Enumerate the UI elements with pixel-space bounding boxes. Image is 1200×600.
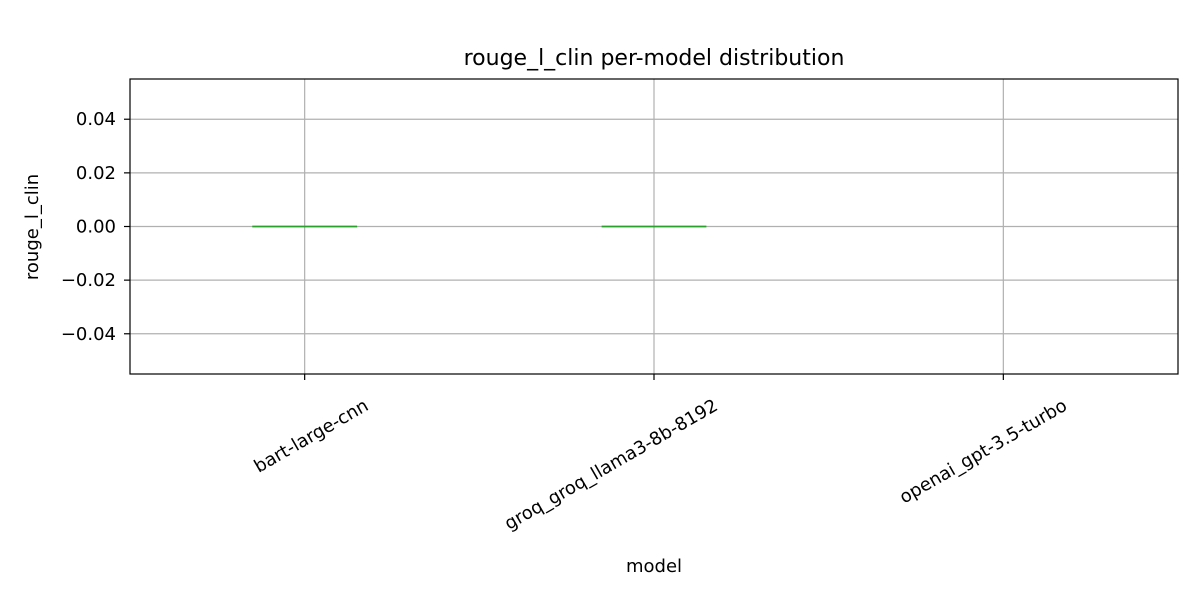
y-tick-label: −0.04 [61,324,116,345]
y-tick-label: 0.04 [76,109,116,130]
y-axis-label: rouge_l_clin [22,174,43,280]
y-tick-label: 0.02 [76,163,116,184]
axis-ticks [124,118,1004,380]
y-tick-label: −0.02 [61,270,116,291]
y-tick-label: 0.00 [76,217,116,238]
x-axis-label: model [626,556,682,577]
chart-title: rouge_l_clin per-model distribution [464,46,845,71]
